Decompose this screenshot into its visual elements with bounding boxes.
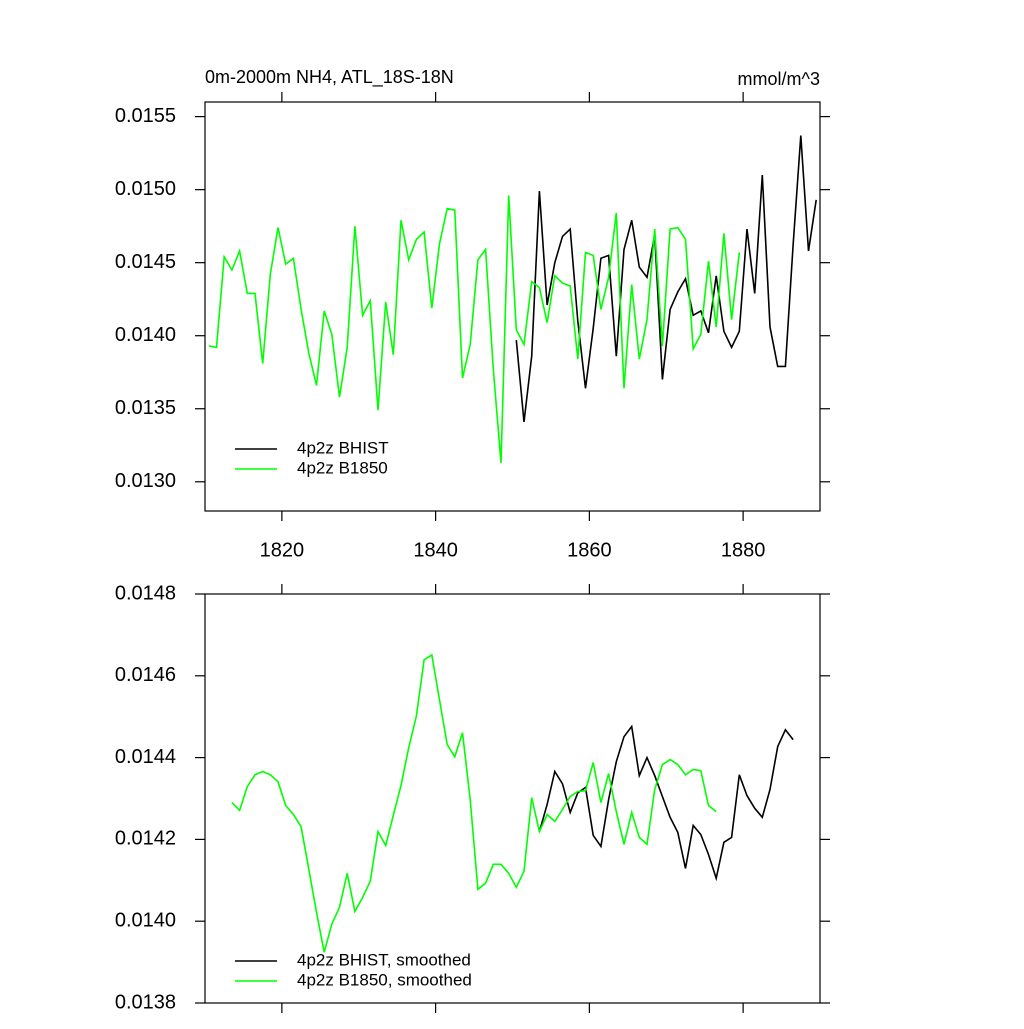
y-tick-label: 0.0148 [115,582,176,604]
y-tick-label: 0.0138 [115,991,176,1013]
y-tick-label: 0.0142 [115,828,176,850]
data-line [515,135,817,422]
x-tick-label: 1880 [721,539,766,561]
y-tick-label: 0.0135 [115,397,176,419]
y-tick-label: 0.0140 [115,909,176,931]
plot-frame [204,593,821,1004]
x-tick-label: 1820 [260,539,305,561]
plot-frame [204,101,821,512]
y-tick-label: 0.0146 [115,664,176,686]
y-tick-label: 0.0155 [115,105,176,127]
legend-label: 4p2z B1850 [297,458,388,477]
y-tick-label: 0.0144 [115,746,176,768]
y-tick-label: 0.0150 [115,178,176,200]
data-line [208,195,741,463]
y-tick-label: 0.0145 [115,251,176,273]
units-label: mmol/m^3 [738,69,820,89]
legend-label: 4p2z BHIST [297,438,389,457]
data-line [538,724,794,882]
chart-title: 0m-2000m NH4, ATL_18S-18N [205,67,454,88]
y-tick-label: 0.0130 [115,470,176,492]
legend-label: 4p2z BHIST, smoothed [297,950,471,969]
y-tick-label: 0.0140 [115,324,176,346]
legend-label: 4p2z B1850, smoothed [297,970,472,989]
data-line [231,653,717,953]
x-tick-label: 1860 [567,539,612,561]
x-tick-label: 1840 [413,539,458,561]
